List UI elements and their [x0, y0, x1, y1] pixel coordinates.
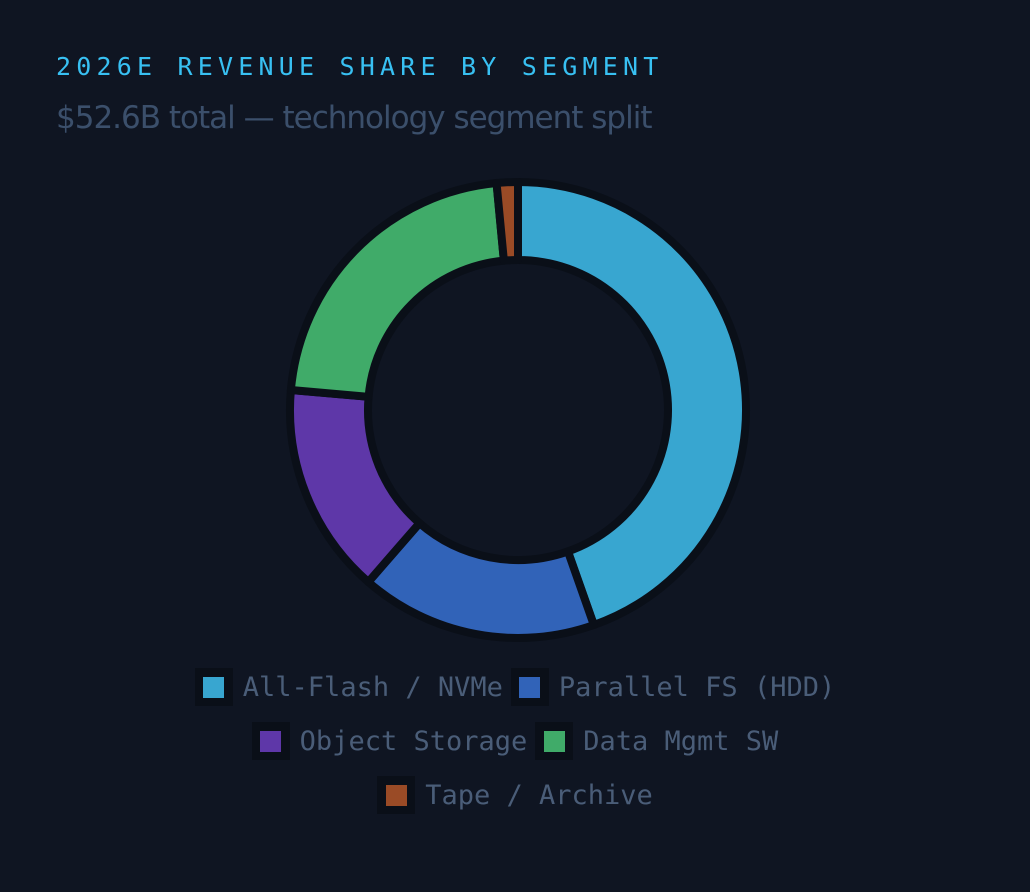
- donut-slice-all-flash-nvme[interactable]: [514, 178, 750, 630]
- legend-swatch: [260, 730, 282, 752]
- legend-item-tape[interactable]: Tape / Archive: [377, 776, 653, 814]
- legend-label: All-Flash / NVMe: [242, 671, 503, 703]
- legend-row: All-Flash / NVMe Parallel FS (HDD): [0, 660, 1030, 714]
- legend-item-parallel-fs[interactable]: Parallel FS (HDD): [510, 668, 836, 706]
- legend-swatch: [203, 676, 225, 698]
- donut-slices: [286, 178, 750, 642]
- legend: All-Flash / NVMe Parallel FS (HDD) Objec…: [0, 660, 1030, 822]
- legend-label: Object Storage: [299, 725, 528, 757]
- legend-label: Data Mgmt SW: [583, 725, 779, 757]
- legend-label: Tape / Archive: [425, 779, 653, 811]
- legend-swatch: [519, 676, 541, 698]
- legend-row: Tape / Archive: [0, 768, 1030, 822]
- donut-slice-tape-archive[interactable]: [492, 178, 522, 265]
- legend-item-object-storage[interactable]: Object Storage: [251, 722, 528, 760]
- legend-row: Object Storage Data Mgmt SW: [0, 714, 1030, 768]
- legend-item-all-flash[interactable]: All-Flash / NVMe: [194, 668, 503, 706]
- legend-swatch: [543, 730, 565, 752]
- chart-subtitle: $52.6B total — technology segment split: [56, 100, 652, 136]
- legend-item-data-mgmt[interactable]: Data Mgmt SW: [535, 722, 778, 760]
- legend-swatch: [385, 784, 407, 806]
- legend-label: Parallel FS (HDD): [558, 671, 836, 703]
- chart-title: 2026E REVENUE SHARE BY SEGMENT: [56, 52, 664, 81]
- donut-slice-data-mgmt-sw[interactable]: [286, 179, 508, 401]
